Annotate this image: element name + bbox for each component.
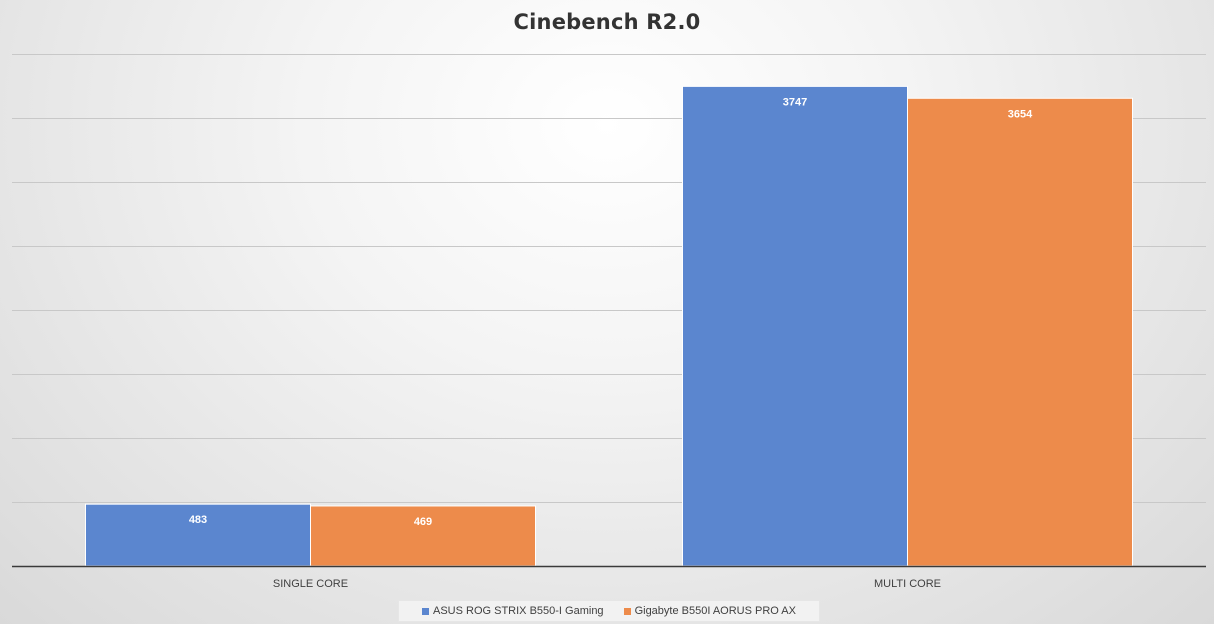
data-label: 483 <box>189 514 207 526</box>
bars <box>85 85 1133 567</box>
bar <box>310 505 536 567</box>
legend-swatch-gigabyte <box>623 607 631 615</box>
legend-label-asus: ASUS ROG STRIX B550-I Gaming <box>433 605 604 617</box>
legend-item-asus: ASUS ROG STRIX B550-I Gaming <box>422 605 604 617</box>
data-label: 3747 <box>783 96 807 108</box>
chart-title: Cinebench R2.0 <box>513 10 701 34</box>
data-label: 469 <box>414 516 432 528</box>
bar <box>85 503 311 567</box>
bar <box>682 85 908 567</box>
legend-swatch-asus <box>422 607 429 615</box>
x-tick-label: SINGLE CORE <box>273 578 348 590</box>
bar <box>907 97 1133 567</box>
data-labels: 483 469 3747 3654 <box>189 96 1033 528</box>
legend-item-gigabyte: Gigabyte B550I AORUS PRO AX <box>623 605 796 617</box>
data-label: 3654 <box>1008 108 1033 120</box>
x-tick-label: MULTI CORE <box>874 578 941 590</box>
x-axis: SINGLE CORE MULTI CORE <box>12 565 1206 590</box>
legend: ASUS ROG STRIX B550-I Gaming Gigabyte B5… <box>398 600 820 622</box>
legend-label-gigabyte: Gigabyte B550I AORUS PRO AX <box>634 605 796 617</box>
